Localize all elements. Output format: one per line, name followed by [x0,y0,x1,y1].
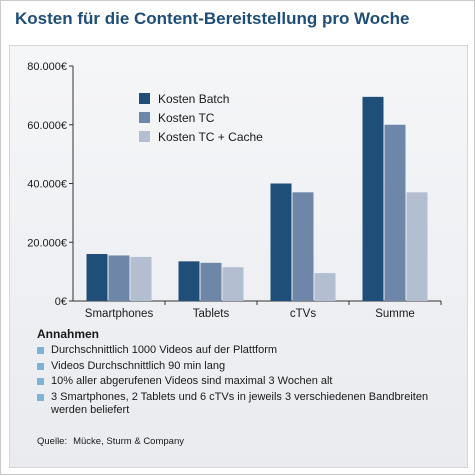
bar [200,262,222,301]
y-tick-label: 0€ [55,296,67,308]
square-bullet-icon [37,378,44,385]
bar [86,254,108,301]
assumption-text: Durchschnittlich 1000 Videos auf der Pla… [51,344,278,356]
assumption-text: 3 Smartphones, 2 Tablets und 6 cTVs in j… [51,390,429,417]
assumption-item: 10% aller abgerufenen Videos sind maxima… [37,375,457,389]
assumption-item: 3 Smartphones, 2 Tablets und 6 cTVs in j… [37,391,457,418]
bar [292,192,314,301]
assumptions-heading: Annahmen [37,327,100,341]
bar [314,273,336,301]
bar [130,256,152,301]
legend-label: Kosten TC [158,111,215,125]
source-note: Quelle: Mücke, Sturm & Company [37,436,184,447]
legend-label: Kosten Batch [158,92,229,106]
bar [222,267,244,301]
assumption-text: 10% aller abgerufenen Videos sind maxima… [51,375,333,387]
assumptions-list: Durchschnittlich 1000 Videos auf der Pla… [37,344,457,418]
x-tick-label: Smartphones [85,308,154,320]
x-tick-label: cTVs [290,308,316,320]
legend-swatch [139,93,150,104]
legend-label: Kosten TC + Cache [158,130,263,144]
bar [178,261,200,301]
source-label: Quelle: [37,436,68,447]
assumptions-block: Annahmen Durchschnittlich 1000 Videos au… [37,327,457,420]
assumption-item: Videos Durchschnittlich 90 min lang [37,360,457,374]
x-tick-label: Summe [375,308,415,320]
legend-swatch [139,131,150,142]
assumption-text: Videos Durchschnittlich 90 min lang [51,359,226,372]
x-tick-label: Tablets [193,308,230,320]
square-bullet-icon [37,362,44,370]
bar [362,96,384,301]
bar [108,255,130,301]
source-text: Mücke, Sturm & Company [73,436,184,447]
y-tick-label: 40.000€ [27,179,67,191]
y-tick-label: 20.000€ [27,237,67,249]
y-tick-label: 80.000€ [27,61,67,73]
legend-swatch [139,112,150,123]
bar [384,124,406,301]
bar [406,192,428,301]
chart-title: Kosten für die Content-Bereitstellung pr… [15,9,410,28]
assumption-item: Durchschnittlich 1000 Videos auf der Pla… [37,344,457,358]
square-bullet-icon [37,393,44,401]
bar [270,183,292,301]
y-tick-label: 60.000€ [27,120,67,132]
square-bullet-icon [37,347,44,354]
